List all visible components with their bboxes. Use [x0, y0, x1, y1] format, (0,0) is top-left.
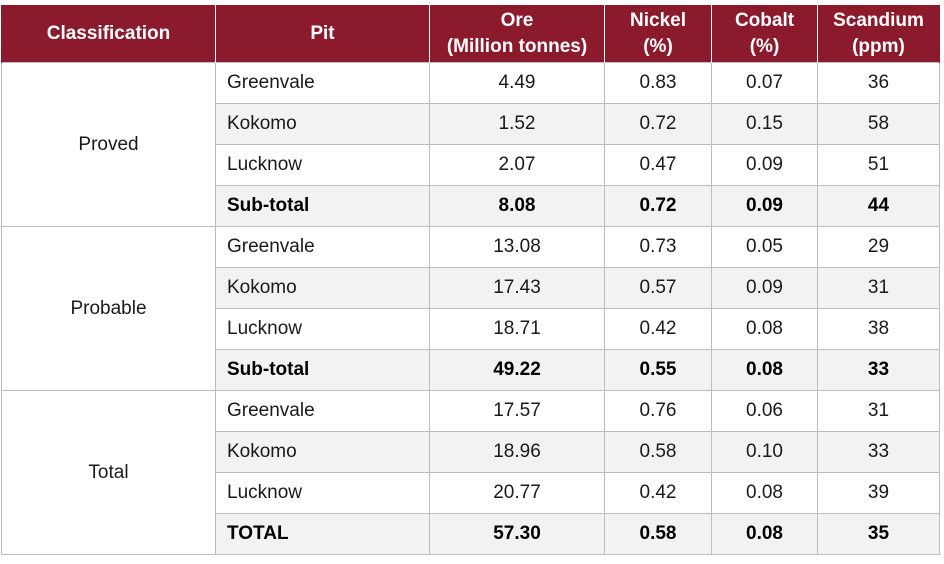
nickel-cell: 0.57 [604, 267, 712, 309]
total-row: TOTAL 57.30 0.58 0.08 35 [2, 513, 940, 555]
nickel-cell: 0.42 [604, 472, 712, 514]
header-scandium: Scandium (ppm) [817, 5, 940, 63]
cobalt-cell: 0.15 [711, 103, 818, 145]
table-row: Total Greenvale 17.57 0.76 0.06 31 [1, 390, 940, 555]
table-header: Classification Pit Ore (Million tonnes) N… [1, 5, 940, 63]
nickel-cell: 0.42 [604, 308, 712, 350]
ore-cell: 2.07 [429, 144, 605, 186]
scandium-cell: 29 [817, 226, 940, 268]
scandium-cell: 38 [817, 308, 940, 350]
header-pit: Pit [215, 5, 430, 63]
table-row: Lucknow 2.07 0.47 0.09 51 [2, 144, 940, 186]
pit-cell: Lucknow [215, 472, 430, 514]
scandium-cell: 35 [817, 513, 940, 555]
ore-cell: 1.52 [429, 103, 605, 145]
table-row: Lucknow 20.77 0.42 0.08 39 [2, 472, 940, 514]
ore-cell: 4.49 [429, 62, 605, 104]
table-row: Proved Greenvale 4.49 0.83 0.07 36 [1, 62, 940, 227]
header-ore: Ore (Million tonnes) [429, 5, 605, 63]
cobalt-cell: 0.07 [711, 62, 818, 104]
scandium-cell: 44 [817, 185, 940, 227]
nickel-cell: 0.58 [604, 513, 712, 555]
cobalt-cell: 0.09 [711, 267, 818, 309]
table-row: Kokomo 1.52 0.72 0.15 58 [2, 103, 940, 145]
ore-cell: 18.96 [429, 431, 605, 473]
scandium-cell: 51 [817, 144, 940, 186]
ore-cell: 49.22 [429, 349, 605, 391]
pit-cell: Lucknow [215, 308, 430, 350]
nickel-cell: 0.83 [604, 62, 712, 104]
cobalt-cell: 0.08 [711, 513, 818, 555]
nickel-cell: 0.58 [604, 431, 712, 473]
header-classification: Classification [1, 5, 216, 63]
ore-cell: 18.71 [429, 308, 605, 350]
cobalt-cell: 0.09 [711, 185, 818, 227]
scandium-cell: 31 [817, 267, 940, 309]
cobalt-cell: 0.08 [711, 472, 818, 514]
ore-cell: 17.43 [429, 267, 605, 309]
classification-cell: Proved [1, 62, 216, 227]
cobalt-cell: 0.06 [711, 390, 818, 432]
table-row: Kokomo 17.43 0.57 0.09 31 [2, 267, 940, 309]
ore-cell: 13.08 [429, 226, 605, 268]
pit-cell: Greenvale [215, 390, 430, 432]
scandium-cell: 39 [817, 472, 940, 514]
ore-reserves-table: Classification Pit Ore (Million tonnes) N… [1, 5, 940, 555]
header-nickel: Nickel (%) [604, 5, 712, 63]
scandium-cell: 31 [817, 390, 940, 432]
classification-cell: Probable [1, 226, 216, 391]
nickel-cell: 0.76 [604, 390, 712, 432]
cobalt-cell: 0.10 [711, 431, 818, 473]
header-row: Classification Pit Ore (Million tonnes) N… [1, 5, 940, 63]
classification-cell: Total [1, 390, 216, 555]
scandium-cell: 58 [817, 103, 940, 145]
pit-cell: Kokomo [215, 267, 430, 309]
cobalt-cell: 0.09 [711, 144, 818, 186]
pit-cell: Kokomo [215, 431, 430, 473]
pit-cell: Lucknow [215, 144, 430, 186]
cobalt-cell: 0.08 [711, 308, 818, 350]
header-cobalt: Cobalt (%) [711, 5, 818, 63]
pit-cell: Greenvale [215, 226, 430, 268]
ore-cell: 17.57 [429, 390, 605, 432]
ore-cell: 57.30 [429, 513, 605, 555]
pit-cell: Sub-total [215, 185, 430, 227]
scandium-cell: 33 [817, 431, 940, 473]
nickel-cell: 0.72 [604, 185, 712, 227]
scandium-cell: 33 [817, 349, 940, 391]
cobalt-cell: 0.08 [711, 349, 818, 391]
pit-cell: Greenvale [215, 62, 430, 104]
pit-cell: Sub-total [215, 349, 430, 391]
subtotal-row: Sub-total 8.08 0.72 0.09 44 [2, 185, 940, 227]
ore-cell: 20.77 [429, 472, 605, 514]
cobalt-cell: 0.05 [711, 226, 818, 268]
table-row: Probable Greenvale 13.08 0.73 0.05 29 [1, 226, 940, 391]
scandium-cell: 36 [817, 62, 940, 104]
pit-cell: Kokomo [215, 103, 430, 145]
table-body: Proved Greenvale 4.49 0.83 0.07 36 Kokom… [1, 62, 940, 555]
pit-cell: TOTAL [215, 513, 430, 555]
nickel-cell: 0.55 [604, 349, 712, 391]
subtotal-row: Sub-total 49.22 0.55 0.08 33 [2, 349, 940, 391]
ore-cell: 8.08 [429, 185, 605, 227]
nickel-cell: 0.47 [604, 144, 712, 186]
nickel-cell: 0.72 [604, 103, 712, 145]
nickel-cell: 0.73 [604, 226, 712, 268]
